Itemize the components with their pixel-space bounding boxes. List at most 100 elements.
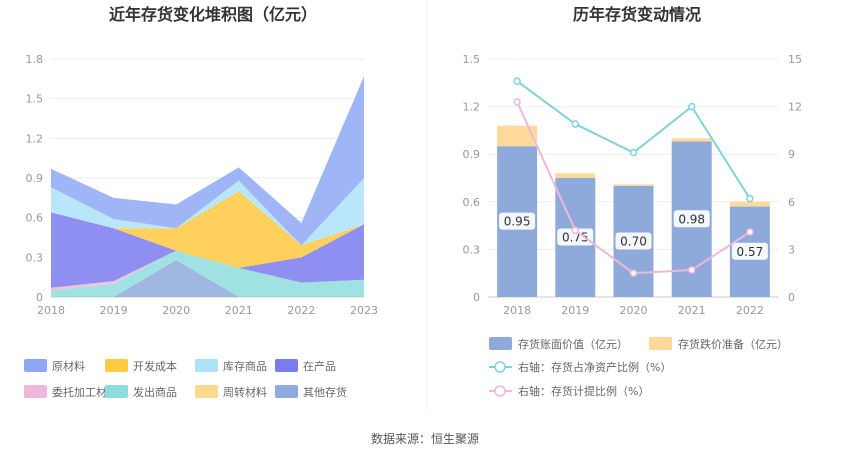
stacked-area-chart: 近年存货变化堆积图（亿元） 00.30.60.91.21.51.8 2018 20… bbox=[24, 5, 378, 399]
legend-label: 委托加工材料 bbox=[52, 385, 118, 399]
bar-impairment bbox=[613, 184, 654, 186]
inventory-bar-line-chart: 历年存货变动情况 0.95 0.75 0.70 0.98 0.57 0 0.3 0.6 0.9… bbox=[463, 5, 803, 398]
left-x-tick-label: 2019 bbox=[100, 304, 128, 317]
legend-label: 其他存货 bbox=[303, 385, 347, 399]
left-y-tick-label: 0.6 bbox=[26, 212, 44, 225]
left-x-axis: 2018 2019 2020 2021 2022 2023 bbox=[37, 304, 378, 317]
data-source-note: 数据来源：恒生聚源 bbox=[370, 432, 479, 446]
right-y-tick-label: 0 bbox=[473, 291, 480, 304]
left-areas bbox=[51, 76, 364, 297]
right-x-tick-label: 2022 bbox=[736, 304, 764, 317]
area-在产品 bbox=[51, 212, 364, 288]
right-y-tick-label: 1.5 bbox=[463, 53, 481, 66]
right-x-tick-label: 2018 bbox=[503, 304, 531, 317]
bar-impairment bbox=[671, 138, 712, 142]
line-point bbox=[513, 98, 521, 106]
chart-canvas: 近年存货变化堆积图（亿元） 00.30.60.91.21.51.8 2018 20… bbox=[24, 0, 803, 410]
left-y-tick-label: 0.3 bbox=[26, 251, 44, 264]
legend-label: 存货跌价准备（亿元） bbox=[678, 337, 788, 351]
right-y-tick-label: 1.2 bbox=[463, 101, 481, 114]
legend-swatch bbox=[195, 385, 218, 398]
area-开发成本 bbox=[51, 191, 364, 268]
bar-impairment bbox=[555, 173, 596, 178]
legend-label: 右轴：存货计提比例（%） bbox=[518, 384, 649, 398]
legend-swatch bbox=[105, 359, 128, 372]
right-y2-tick-label: 12 bbox=[788, 101, 802, 114]
line-point bbox=[746, 228, 754, 236]
legend-label: 开发成本 bbox=[133, 359, 177, 373]
left-chart-title: 近年存货变化堆积图（亿元） bbox=[109, 5, 317, 24]
right-y-tick-label: 0.9 bbox=[463, 148, 481, 161]
legend-swatch bbox=[275, 359, 298, 372]
right-x-axis: 2018 2019 2020 2021 2022 bbox=[503, 304, 764, 317]
left-x-tick-label: 2020 bbox=[162, 304, 190, 317]
right-x-tick-label: 2020 bbox=[620, 304, 648, 317]
line-point bbox=[571, 120, 580, 128]
right-y-axis-left: 0 0.3 0.6 0.9 1.2 1.5 bbox=[463, 53, 481, 304]
left-x-tick-label: 2022 bbox=[287, 304, 315, 317]
right-y-tick-label: 0.3 bbox=[463, 243, 481, 256]
right-y2-tick-label: 0 bbox=[788, 291, 795, 304]
bar-value-label: 0.95 bbox=[504, 215, 531, 229]
legend-marker bbox=[494, 361, 506, 373]
legend-label: 周转材料 bbox=[223, 385, 267, 399]
line-point bbox=[687, 102, 696, 111]
legend-swatch bbox=[195, 359, 218, 372]
right-y-tick-label: 0.6 bbox=[463, 196, 481, 209]
line-point bbox=[687, 266, 696, 274]
legend-swatch bbox=[649, 337, 672, 350]
left-x-tick-label: 2021 bbox=[225, 304, 253, 317]
legend-swatch bbox=[24, 385, 47, 398]
legend-swatch bbox=[105, 385, 128, 398]
area-原材料 bbox=[51, 76, 364, 246]
line-point bbox=[513, 77, 521, 85]
line-point bbox=[629, 269, 638, 277]
left-y-tick-label: 0 bbox=[36, 291, 43, 304]
bar-value-label: 0.75 bbox=[562, 231, 589, 245]
right-chart-title: 历年存货变动情况 bbox=[573, 5, 701, 24]
right-y2-tick-label: 3 bbox=[788, 243, 795, 256]
legend-label: 存货账面价值（亿元） bbox=[518, 337, 628, 351]
right-legend: 存货账面价值（亿元） 存货跌价准备（亿元） 右轴：存货占净资产比例（%） 右轴：存货计… bbox=[489, 337, 788, 398]
bar-label-bg bbox=[615, 232, 652, 250]
right-y-axis-right: 0 3 6 9 12 15 bbox=[788, 53, 802, 304]
left-y-tick-label: 1.8 bbox=[26, 53, 44, 66]
legend-label: 右轴：存货占净资产比例（%） bbox=[518, 360, 671, 374]
bar-impairment bbox=[497, 125, 538, 147]
left-x-tick-label: 2018 bbox=[37, 304, 65, 317]
area-发出商品 bbox=[51, 250, 364, 297]
right-x-tick-label: 2021 bbox=[678, 304, 706, 317]
legend-swatch bbox=[24, 359, 47, 372]
line-point bbox=[629, 148, 638, 157]
legend-label: 库存商品 bbox=[223, 359, 267, 373]
bar-label-bg bbox=[499, 212, 536, 230]
left-y-tick-label: 0.9 bbox=[26, 172, 44, 185]
bar-value-label: 0.70 bbox=[620, 234, 647, 248]
bar-value-label: 0.98 bbox=[678, 212, 705, 226]
legend-marker bbox=[494, 385, 506, 397]
right-y2-tick-label: 15 bbox=[788, 53, 802, 66]
left-x-tick-label: 2023 bbox=[350, 304, 378, 317]
legend-label: 发出商品 bbox=[133, 385, 177, 399]
right-y2-tick-label: 9 bbox=[788, 148, 795, 161]
left-y-tick-label: 1.2 bbox=[26, 132, 44, 145]
area-委托加工材料 bbox=[51, 250, 364, 291]
right-x-tick-label: 2019 bbox=[561, 304, 589, 317]
right-bars: 0.95 0.75 0.70 0.98 0.57 bbox=[497, 125, 770, 297]
line-point bbox=[746, 194, 754, 203]
legend-label: 在产品 bbox=[303, 359, 336, 373]
bar-label-bg bbox=[557, 228, 594, 246]
right-y2-tick-label: 6 bbox=[788, 196, 795, 209]
bar-value-label: 0.57 bbox=[737, 245, 764, 259]
bar-label-bg bbox=[731, 242, 768, 260]
left-y-axis: 0 0.3 0.6 0.9 1.2 1.5 1.8 bbox=[26, 53, 44, 304]
line-point bbox=[571, 226, 580, 235]
bar-label-bg bbox=[673, 210, 710, 228]
bar-impairment bbox=[729, 201, 770, 207]
left-y-tick-label: 1.5 bbox=[26, 93, 44, 106]
right-lines bbox=[513, 77, 754, 277]
legend-label: 原材料 bbox=[52, 359, 85, 373]
legend-swatch bbox=[489, 337, 512, 350]
